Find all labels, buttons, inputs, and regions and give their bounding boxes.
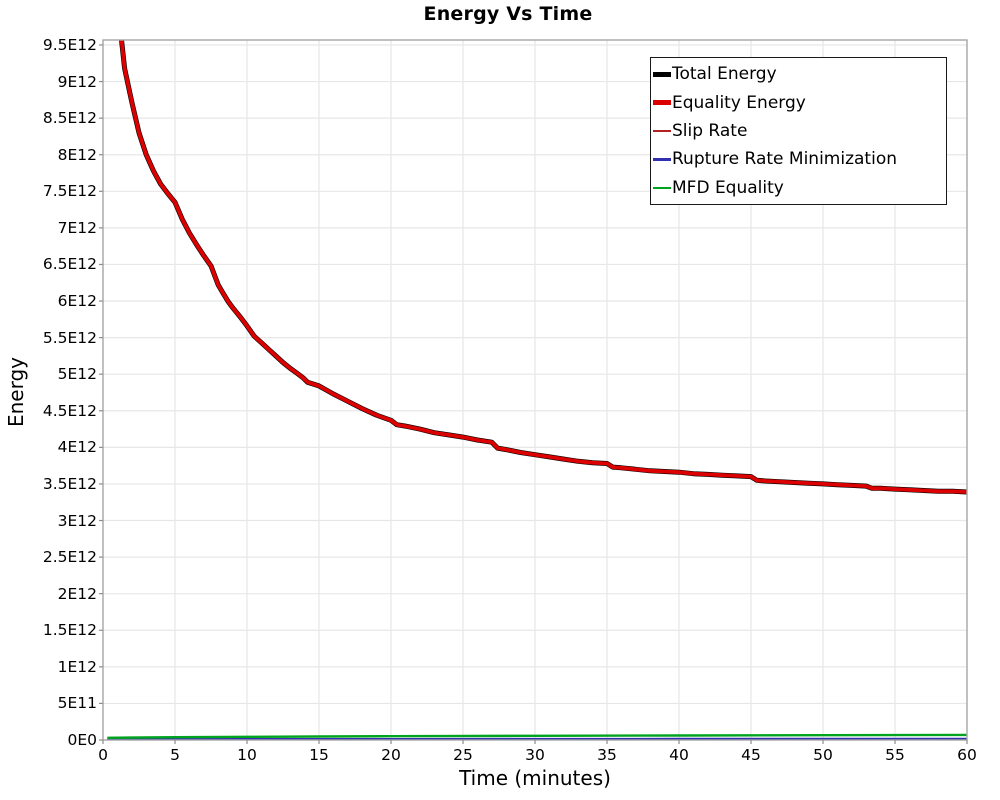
legend-item-total-energy: Total Energy <box>653 60 946 88</box>
y-tick-label: 8E12 <box>57 145 97 164</box>
x-tick-label: 35 <box>597 746 617 764</box>
y-tick-label: 5E12 <box>57 365 97 384</box>
x-tick-label: 45 <box>741 746 761 764</box>
y-tick-label: 2E12 <box>57 584 97 603</box>
legend-label: Slip Rate <box>672 120 748 141</box>
x-tick-label: 10 <box>237 746 257 764</box>
legend-label: Equality Energy <box>672 92 806 113</box>
y-tick-label: 3E12 <box>57 511 97 530</box>
y-tick-label: 9E12 <box>57 72 97 91</box>
legend-line-swatch <box>653 100 671 105</box>
y-tick-label: 3.5E12 <box>42 474 97 493</box>
x-tick-label: 25 <box>453 746 473 764</box>
y-tick-label: 6.5E12 <box>42 255 97 274</box>
y-tick-label: 4.5E12 <box>42 401 97 420</box>
y-axis-label: Energy <box>4 356 28 428</box>
x-tick-label: 60 <box>957 746 977 764</box>
legend-line-swatch <box>653 158 671 161</box>
legend-label: MFD Equality <box>672 177 784 198</box>
y-tick-label: 5E11 <box>57 694 97 713</box>
legend-line-swatch <box>653 186 671 189</box>
x-tick-label: 55 <box>885 746 905 764</box>
series-line-mfd-equality <box>107 733 967 739</box>
legend: Total Energy Equality Energy Slip Rate Rupt… <box>650 57 947 205</box>
x-tick-label: 20 <box>381 746 401 764</box>
y-tick-label: 7.5E12 <box>42 182 97 201</box>
legend-item-slip-rate: Slip Rate <box>653 117 946 145</box>
series-line-equality-energy <box>119 40 967 494</box>
x-tick-label: 30 <box>525 746 545 764</box>
legend-item-equality-energy: Equality Energy <box>653 88 946 116</box>
y-tick-label: 1.5E12 <box>42 621 97 640</box>
y-tick-label: 0E0 <box>67 731 97 749</box>
y-tick-label: 7E12 <box>57 218 97 237</box>
x-tick-label: 0 <box>98 746 108 764</box>
x-tick-label: 15 <box>309 746 329 764</box>
y-tick-label: 1E12 <box>57 657 97 676</box>
legend-item-mfd-equality: MFD Equality <box>653 174 946 202</box>
legend-line-swatch <box>653 71 671 77</box>
chart-title: Energy Vs Time <box>423 3 593 25</box>
legend-item-rupture-rate-minimization: Rupture Rate Minimization <box>653 145 946 173</box>
y-tick-label: 8.5E12 <box>42 109 97 128</box>
x-tick-label: 40 <box>669 746 689 764</box>
x-tick-label: 50 <box>813 746 833 764</box>
y-tick-label: 2.5E12 <box>42 548 97 567</box>
y-tick-label: 5.5E12 <box>42 328 97 347</box>
y-tick-label: 4E12 <box>57 438 97 457</box>
y-tick-label: 6E12 <box>57 292 97 311</box>
legend-label: Rupture Rate Minimization <box>672 149 897 170</box>
y-tick-label: 9.5E12 <box>42 35 97 54</box>
x-tick-label: 5 <box>170 746 180 764</box>
legend-label: Total Energy <box>672 64 777 85</box>
legend-line-swatch <box>653 129 671 133</box>
x-axis-label: Time (minutes) <box>459 766 611 790</box>
